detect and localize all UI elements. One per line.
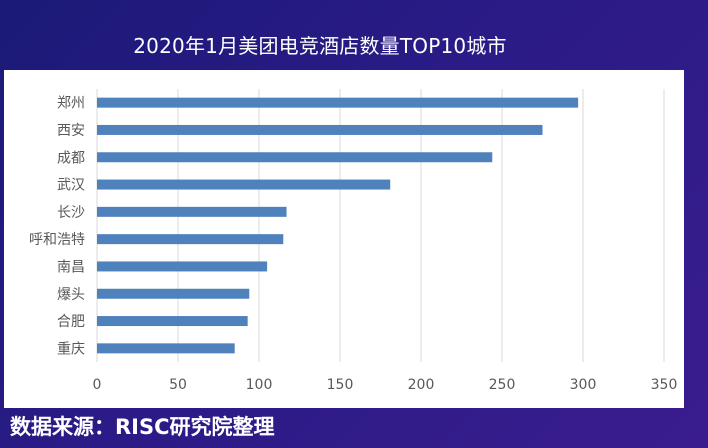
- category-label: 长沙: [57, 205, 85, 221]
- bar: [97, 261, 268, 272]
- category-label: 郑州: [57, 96, 85, 112]
- x-tick-label: 150: [327, 377, 354, 393]
- bar: [97, 179, 391, 190]
- category-label: 西安: [57, 123, 85, 139]
- x-tick-label: 50: [169, 377, 187, 393]
- category-label: 南昌: [57, 259, 85, 275]
- source-note: 数据来源：RISC研究院整理: [10, 415, 275, 439]
- category-label: 爆头: [57, 287, 85, 303]
- bar: [97, 152, 493, 163]
- bar: [97, 288, 250, 299]
- category-label: 呼和浩特: [29, 232, 85, 248]
- category-label: 成都: [57, 150, 85, 166]
- x-tick-label: 300: [570, 377, 597, 393]
- category-label: 合肥: [57, 314, 85, 330]
- x-tick-label: 200: [408, 377, 435, 393]
- bar: [97, 234, 284, 245]
- bar: [97, 343, 235, 354]
- bar: [97, 206, 287, 217]
- chart-title: 2020年1月美团电竞酒店数量TOP10城市: [133, 34, 507, 58]
- category-label: 重庆: [57, 341, 85, 357]
- x-tick-label: 350: [651, 377, 678, 393]
- bar: [97, 316, 248, 327]
- bar: [97, 97, 579, 108]
- x-tick-label: 100: [246, 377, 273, 393]
- x-tick-label: 0: [93, 377, 102, 393]
- category-label: 武汉: [57, 178, 85, 194]
- x-tick-label: 250: [489, 377, 516, 393]
- bar: [97, 124, 543, 135]
